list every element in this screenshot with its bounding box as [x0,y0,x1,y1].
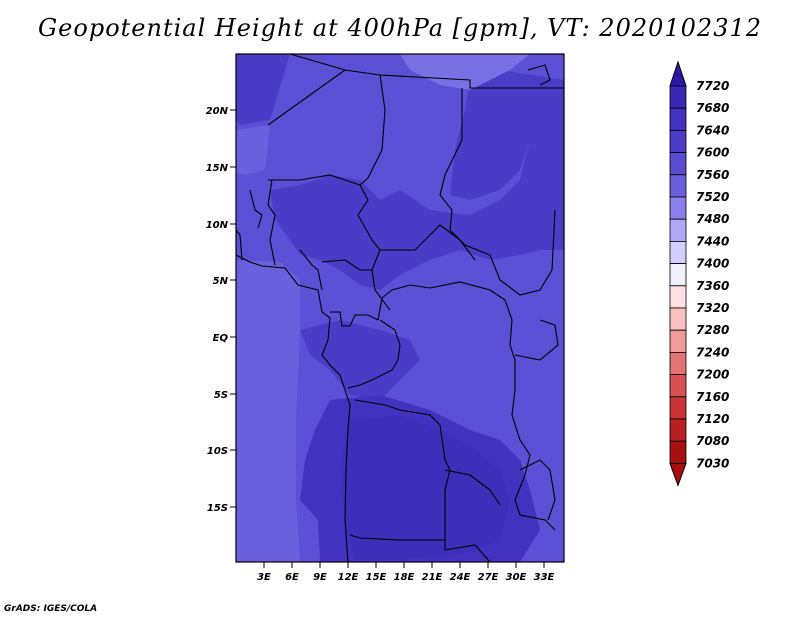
colorbar-label: 7280 [696,323,729,337]
colorbar-swatch [669,329,687,353]
map-frame [235,53,565,563]
lon-label: 30E [506,572,527,583]
colorbar-swatch [669,285,687,309]
country-borders [235,53,564,563]
colorbar-label: 7200 [696,368,729,382]
colorbar-swatch [669,218,687,242]
lon-label: 9E [313,572,327,583]
lat-label: EQ [213,333,229,344]
lat-label: 10S [207,446,228,457]
lon-label: 6E [285,572,299,583]
lon-label: 24E [450,572,471,583]
colorbar-label: 7400 [696,257,729,271]
colorbar-label: 7160 [696,390,729,404]
colorbar-label: 7560 [696,168,729,182]
lat-label: 5N [213,276,229,287]
colorbar-label: 7240 [696,345,729,359]
colorbar-swatch [669,129,687,153]
colorbar-label: 7520 [696,190,729,204]
lat-label: 20N [206,106,229,117]
colorbar-swatch [669,440,687,464]
colorbar-label: 7680 [696,101,729,115]
colorbar: 7720 7680 7640 7600 7560 7520 7480 7440 7400 7360… [669,60,729,487]
colorbar-swatch [669,263,687,287]
colorbar-swatch [669,418,687,442]
colorbar-swatch [669,396,687,420]
colorbar-swatch [669,85,687,109]
lon-label: 18E [394,572,415,583]
lon-label: 33E [534,572,555,583]
lon-label: 12E [338,572,359,583]
colorbar-swatch [669,196,687,220]
colorbar-min-arrow [669,462,687,487]
colorbar-swatch [669,240,687,264]
colorbar-label: 7440 [696,234,729,248]
colorbar-label: 7080 [696,434,729,448]
lon-label: 15E [366,572,387,583]
colorbar-label: 7030 [696,456,729,470]
colorbar-swatch [669,174,687,198]
colorbar-swatch [669,152,687,176]
lat-label: 15N [206,163,229,174]
lon-label: 21E [422,572,443,583]
lat-axis: 20N 15N 10N 5N EQ 5S 10S 15S [206,106,236,514]
lat-label: 10N [206,220,229,231]
height-field [236,54,564,562]
lon-label: 27E [478,572,499,583]
colorbar-label: 7640 [696,123,729,137]
colorbar-swatch [669,351,687,375]
colorbar-max-arrow [669,60,687,87]
colorbar-swatch [669,107,687,131]
colorbar-label: 7120 [696,412,729,426]
lat-label: 5S [214,390,228,401]
colorbar-label: 7480 [696,212,729,226]
colorbar-label: 7360 [696,279,729,293]
colorbar-label: 7720 [696,79,729,93]
lon-axis: 3E 6E 9E 12E 15E 18E 21E 24E 27E 30E 33E [257,562,555,583]
colorbar-swatch [669,307,687,331]
colorbar-label: 7320 [696,301,729,315]
lat-label: 15S [207,503,228,514]
lon-label: 3E [257,572,271,583]
grads-credit: GrADS: IGES/COLA [4,604,98,614]
colorbar-label: 7600 [696,146,729,160]
map-title: Geopotential Height at 400hPa [gpm], VT:… [38,14,762,42]
colorbar-swatch [669,374,687,398]
